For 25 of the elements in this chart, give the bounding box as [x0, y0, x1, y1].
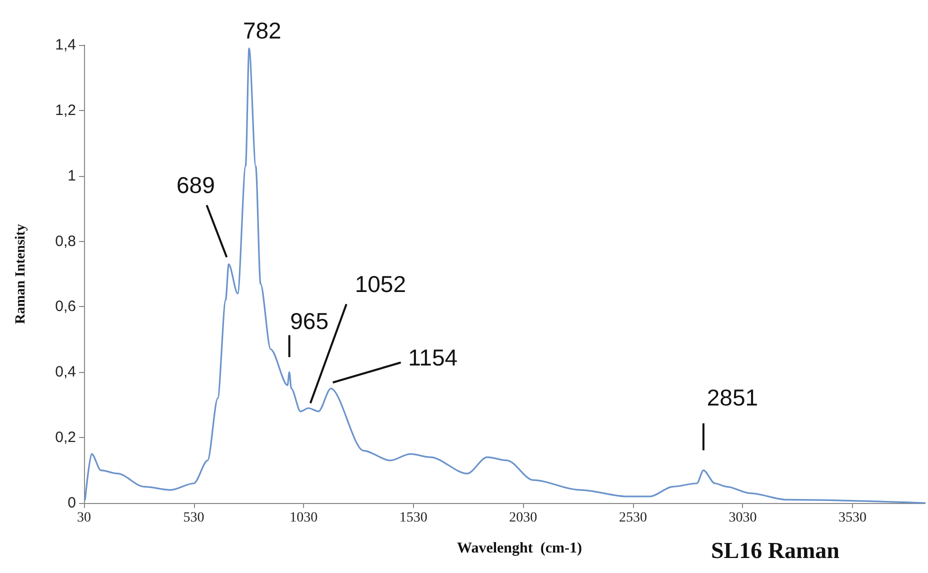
y-tick-label: 0,6 [55, 298, 76, 316]
text: SL16 Raman [711, 538, 840, 563]
y-tick-label: 0 [68, 494, 76, 512]
annotation: 2851 [706, 384, 758, 410]
annotation: 1154 [408, 344, 458, 370]
x-tick-label: 530 [183, 510, 204, 526]
y-tick-label: 0,8 [55, 232, 76, 250]
annotation: 689 [176, 172, 215, 198]
x-tick-label: 3530 [838, 510, 867, 526]
annotation: 965 [290, 308, 328, 334]
y-tick-label: 0,4 [55, 364, 76, 381]
x-tick-label: 2030 [509, 510, 538, 526]
x-tick-label: 1530 [399, 510, 428, 526]
x-tick-label: 3030 [728, 510, 757, 526]
y-tick-label: 1,4 [55, 36, 76, 54]
x-tick-label: 2530 [618, 510, 647, 526]
y-axis-title: Raman Intensity [14, 224, 28, 324]
x-axis-title: Wavelenght (cm-1) [457, 540, 582, 556]
y-tick-label: 1,2 [55, 102, 76, 119]
annotation: 782 [242, 17, 282, 44]
y-tick-label: 0,2 [55, 429, 76, 446]
annotation: 1052 [354, 271, 406, 298]
x-tick-label: 1030 [290, 510, 318, 526]
x-tick-label: 30 [77, 510, 91, 526]
y-tick-label: 1 [68, 167, 76, 184]
